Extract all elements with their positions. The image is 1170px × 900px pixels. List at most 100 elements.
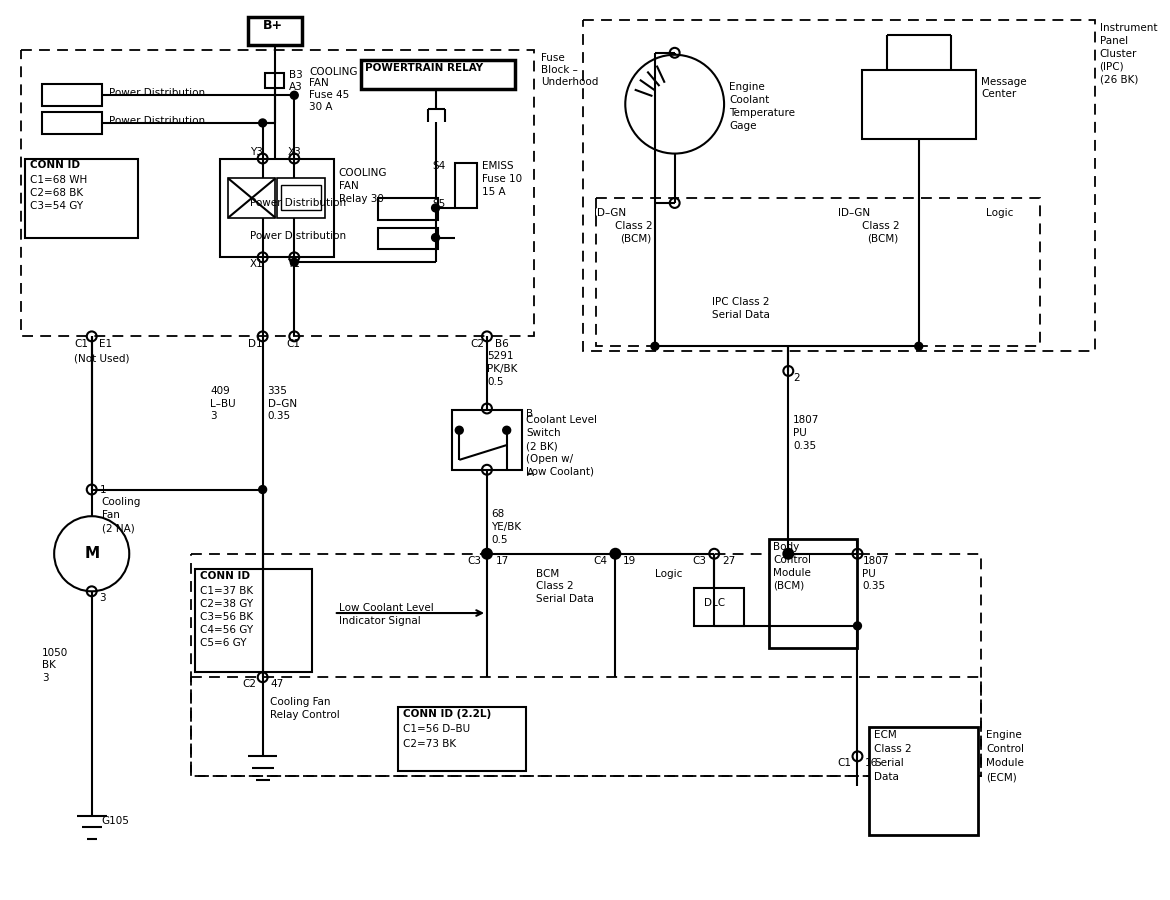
Text: Indicator Signal: Indicator Signal	[339, 616, 420, 626]
Bar	[455, 164, 477, 208]
Text: 16: 16	[865, 759, 878, 769]
Text: 0.5: 0.5	[491, 535, 508, 545]
Text: Temperature: Temperature	[729, 108, 796, 118]
Text: M: M	[84, 546, 99, 562]
Text: YE/BK: YE/BK	[491, 522, 521, 532]
Text: COOLING: COOLING	[339, 168, 387, 178]
Bar	[191, 554, 980, 776]
Text: Module: Module	[773, 568, 811, 578]
Bar	[42, 112, 102, 134]
Circle shape	[612, 550, 619, 558]
Text: 335: 335	[268, 386, 288, 396]
Text: Fuse 45: Fuse 45	[309, 90, 350, 100]
Text: Control: Control	[986, 744, 1024, 754]
Text: 30 A: 30 A	[309, 103, 332, 112]
Text: X3: X3	[288, 147, 301, 157]
Text: A: A	[526, 468, 534, 478]
Text: BK: BK	[42, 661, 56, 670]
Text: ID–GN: ID–GN	[593, 208, 626, 218]
Text: 68: 68	[491, 509, 504, 519]
Text: X1: X1	[250, 259, 263, 269]
Text: Serial: Serial	[874, 759, 904, 769]
Text: Low Coolant Level: Low Coolant Level	[339, 603, 433, 613]
Bar	[25, 158, 138, 238]
Text: IPC Class 2: IPC Class 2	[713, 297, 770, 307]
Text: Cooling: Cooling	[102, 498, 140, 508]
Text: PU: PU	[862, 569, 876, 579]
Text: Control: Control	[773, 554, 812, 564]
Bar	[596, 198, 1040, 346]
Text: (2 BK): (2 BK)	[526, 441, 558, 451]
Text: E1: E1	[98, 339, 112, 349]
Text: BCM: BCM	[536, 569, 559, 579]
Bar	[191, 678, 980, 776]
Text: 409: 409	[211, 386, 230, 396]
Text: Engine: Engine	[986, 730, 1021, 740]
Text: Fuse: Fuse	[542, 53, 565, 63]
Bar	[277, 178, 325, 218]
Circle shape	[915, 342, 923, 350]
Circle shape	[503, 427, 510, 434]
Text: C3: C3	[693, 555, 707, 566]
Text: D–GN: D–GN	[268, 399, 297, 409]
Text: Message: Message	[980, 76, 1026, 86]
Text: A3: A3	[289, 83, 303, 93]
Text: B: B	[526, 409, 534, 419]
Text: C3: C3	[467, 555, 481, 566]
Text: FAN: FAN	[339, 181, 358, 191]
Text: 47: 47	[270, 680, 284, 689]
Text: Body: Body	[773, 542, 800, 552]
Text: C2=38 GY: C2=38 GY	[200, 599, 254, 609]
Text: (2 NA): (2 NA)	[102, 523, 135, 533]
Text: B6: B6	[495, 339, 509, 349]
Circle shape	[259, 486, 267, 493]
Text: C1=68 WH: C1=68 WH	[30, 176, 88, 185]
Bar	[769, 539, 858, 648]
Text: C1=37 BK: C1=37 BK	[200, 587, 254, 597]
Text: Block –: Block –	[542, 65, 578, 75]
Text: Low Coolant): Low Coolant)	[526, 467, 594, 477]
Text: CONN ID: CONN ID	[200, 571, 250, 580]
Bar	[378, 228, 438, 249]
Text: Power Distribution: Power Distribution	[250, 230, 346, 240]
Text: Gage: Gage	[729, 121, 757, 131]
Bar	[695, 589, 744, 626]
Text: 1807: 1807	[793, 416, 820, 426]
Text: C2: C2	[470, 339, 484, 349]
Text: 5291: 5291	[487, 351, 514, 361]
Text: C2: C2	[242, 680, 256, 689]
Text: DLC: DLC	[704, 598, 725, 608]
Bar	[21, 50, 535, 337]
Text: (Not Used): (Not Used)	[74, 353, 130, 364]
Bar	[228, 178, 275, 218]
Text: 0.5: 0.5	[487, 377, 503, 387]
Text: 0.35: 0.35	[793, 441, 817, 451]
Bar	[583, 20, 1095, 351]
Text: Cooling Fan: Cooling Fan	[269, 697, 330, 707]
Bar	[869, 726, 978, 835]
Bar	[282, 185, 321, 210]
Text: C5=6 GY: C5=6 GY	[200, 638, 247, 648]
Bar	[862, 69, 976, 139]
Text: Class 2: Class 2	[862, 220, 900, 230]
Text: S5: S5	[432, 199, 446, 209]
Circle shape	[432, 234, 440, 241]
Text: (ECM): (ECM)	[986, 772, 1017, 782]
Text: PU: PU	[793, 428, 807, 438]
Text: Y3: Y3	[250, 147, 263, 157]
Text: Y1: Y1	[288, 259, 301, 269]
Text: Class 2: Class 2	[615, 220, 653, 230]
Text: CONN ID (2.2L): CONN ID (2.2L)	[402, 709, 491, 719]
Circle shape	[625, 55, 724, 154]
Text: Data: Data	[874, 772, 900, 782]
Text: Relay Control: Relay Control	[269, 710, 339, 720]
Text: POWERTRAIN RELAY: POWERTRAIN RELAY	[365, 63, 483, 73]
Text: 1050: 1050	[42, 648, 69, 658]
Text: C1: C1	[74, 339, 88, 349]
Text: Coolant Level: Coolant Level	[526, 416, 598, 426]
Text: Logic: Logic	[986, 208, 1013, 218]
Text: Power Distribution: Power Distribution	[110, 88, 206, 98]
Text: Fan: Fan	[102, 510, 119, 520]
Text: Cluster: Cluster	[1100, 49, 1137, 58]
Text: 3: 3	[211, 411, 216, 421]
